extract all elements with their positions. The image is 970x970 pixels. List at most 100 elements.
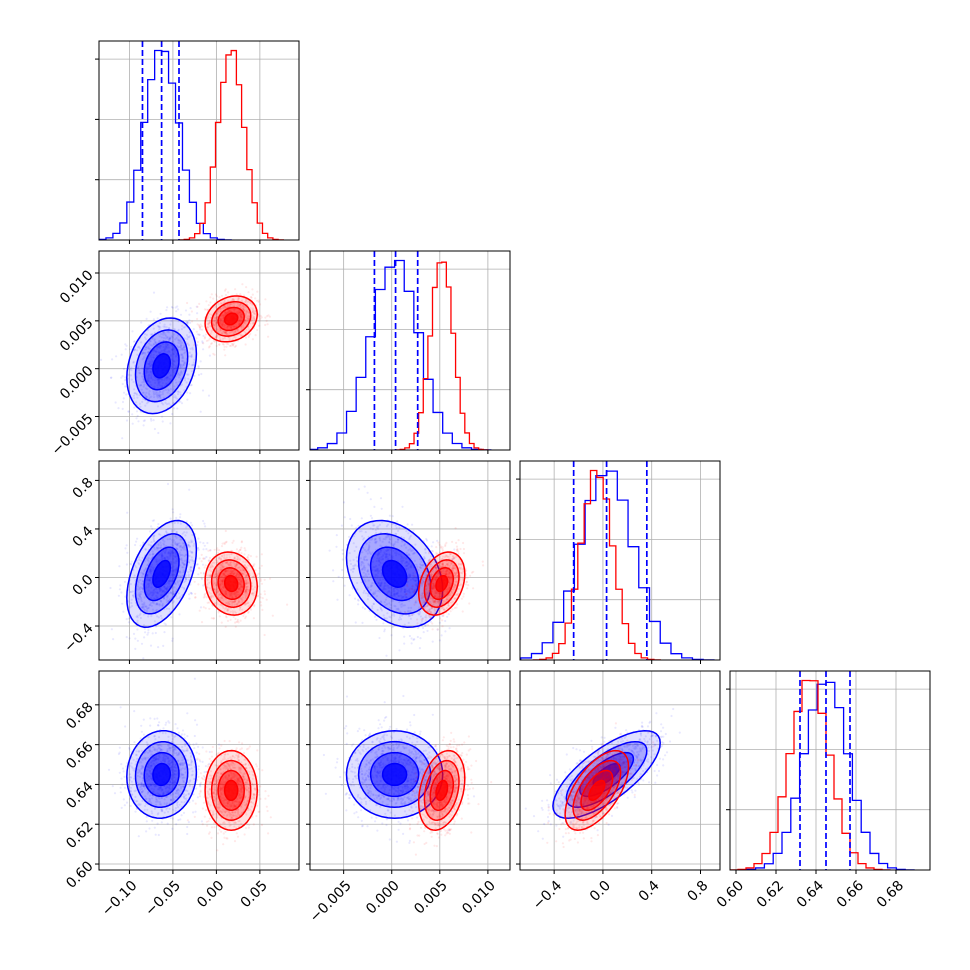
- axes-frame: [98, 40, 300, 241]
- contour-line-series-0: [152, 762, 172, 787]
- density-fill-series-1: [588, 780, 605, 801]
- y-tick-label: 0.68: [63, 699, 96, 732]
- contour-line-series-1: [588, 779, 606, 802]
- scatter-panel-2-0: −0.4 0.0 0.4 0.8: [61, 460, 300, 664]
- x-tick-label: −0.005: [307, 878, 355, 926]
- y-tick-label: 0.010: [57, 267, 97, 307]
- contour-line-series-1: [217, 769, 245, 812]
- density-fill-series-1: [224, 313, 238, 325]
- axes-frame: [519, 460, 721, 661]
- y-tick-label: 0.4: [70, 523, 97, 550]
- x-tick-label: 0.64: [794, 878, 827, 911]
- axes-frame: [309, 670, 511, 871]
- density-fill-series-0: [382, 763, 407, 786]
- contour-line-series-1: [210, 300, 252, 337]
- axes-frame: [519, 670, 721, 871]
- contour-line-series-0: [565, 740, 648, 809]
- contour-line-series-1: [429, 567, 455, 601]
- axes-frame: [309, 250, 511, 451]
- x-tick-label: 0.00: [194, 878, 227, 911]
- x-tick-label: 0.68: [874, 878, 907, 911]
- y-tick-label: 0.000: [57, 363, 97, 403]
- x-tick-label: 0.005: [411, 878, 451, 918]
- y-tick-label: −0.4: [61, 620, 96, 655]
- density-fill-series-1: [436, 780, 448, 801]
- x-tick-label: −0.4: [530, 878, 565, 913]
- contour-line-series-1: [210, 559, 252, 608]
- histogram-panel-2: [516, 460, 721, 664]
- contour-line-series-0: [152, 353, 172, 379]
- contour-line-series-1: [223, 574, 239, 593]
- contour-line-series-0: [126, 519, 198, 628]
- y-tick-label: 0.0: [70, 572, 97, 599]
- x-tick-label: 0.05: [238, 878, 271, 911]
- contour-line-series-0: [152, 559, 172, 588]
- y-tick-label: 0.62: [63, 819, 96, 852]
- contour-line-series-0: [357, 740, 432, 809]
- axes-frame: [729, 670, 931, 871]
- histogram-panel-0: [95, 40, 300, 244]
- y-tick-label: 0.66: [63, 739, 96, 772]
- contour-line-series-1: [204, 551, 259, 616]
- contour-line-series-1: [217, 567, 245, 601]
- density-fill-series-0: [593, 763, 620, 786]
- x-tick-label: 0.000: [363, 878, 403, 918]
- scatter-panel-2-1: [306, 460, 511, 664]
- x-tick-label: 0.4: [636, 878, 663, 905]
- y-tick-label: 0.60: [63, 858, 96, 891]
- histogram-panel-1: [306, 250, 511, 454]
- histogram-series-1: [394, 261, 489, 450]
- y-tick-label: 0.8: [70, 475, 97, 502]
- contour-line-series-1: [429, 769, 455, 812]
- x-tick-label: 0.010: [459, 878, 499, 918]
- histogram-series-1: [178, 49, 284, 240]
- scatter-panel-3-1: [306, 670, 511, 874]
- contour-line-series-1: [417, 551, 466, 616]
- density-fill-series-1: [436, 575, 448, 592]
- histogram-panel-3: [726, 670, 931, 874]
- contour-line-series-0: [381, 559, 408, 588]
- contour-line-series-0: [134, 740, 189, 809]
- x-tick-label: −0.10: [99, 878, 141, 920]
- density-fill-series-1: [224, 780, 238, 801]
- contour-line-series-0: [345, 519, 444, 628]
- contour-line-series-0: [134, 329, 189, 403]
- scatter-panel-3-2: [516, 670, 721, 874]
- density-fill-series-1: [224, 575, 238, 592]
- y-tick-label: −0.005: [49, 411, 97, 459]
- contour-line-series-1: [564, 749, 630, 831]
- x-tick-label: 0.62: [754, 878, 787, 911]
- contour-line-series-1: [423, 559, 460, 608]
- contour-line-series-0: [369, 751, 420, 798]
- contour-line-series-0: [134, 533, 189, 615]
- contour-line-series-0: [381, 762, 408, 787]
- x-tick-label: 0.8: [685, 878, 712, 905]
- contour-line-series-0: [143, 546, 180, 602]
- x-tick-label: 0.66: [834, 878, 867, 911]
- scatter-panel-3-0: 0.60 0.62 0.64 0.66 0.68: [63, 670, 300, 892]
- contour-line-series-1: [204, 749, 259, 831]
- axes-frame: [98, 250, 300, 451]
- x-tick-label: 0.60: [714, 878, 747, 911]
- density-fill-series-0: [152, 763, 171, 786]
- contour-line-series-1: [423, 759, 460, 821]
- axes-frame: [98, 460, 300, 661]
- contour-line-series-1: [210, 759, 252, 822]
- histogram-series-0: [310, 259, 492, 450]
- contour-line-series-0: [143, 751, 180, 798]
- contour-line-series-0: [126, 317, 198, 415]
- y-tick-label: 0.005: [57, 315, 97, 355]
- contour-line-series-0: [345, 729, 444, 820]
- axes-frame: [309, 460, 511, 661]
- x-tick-label: 0.0: [587, 878, 614, 905]
- contour-line-series-1: [417, 749, 466, 831]
- density-fill-series-0: [382, 560, 407, 588]
- x-tick-label: −0.05: [142, 878, 184, 920]
- y-tick-label: 0.64: [63, 779, 96, 812]
- contour-line-series-0: [552, 729, 661, 820]
- contour-line-series-1: [580, 769, 614, 812]
- density-fill-series-0: [152, 353, 171, 378]
- contour-line-series-0: [369, 546, 420, 602]
- axes-frame: [98, 670, 300, 871]
